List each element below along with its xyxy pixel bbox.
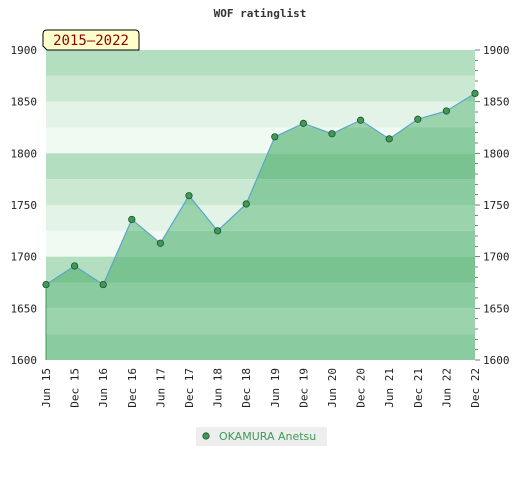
legend-label: OKAMURA Anetsu <box>219 430 316 443</box>
x-tick-label: Jun 22 <box>440 368 453 408</box>
y-tick-label-left: 1700 <box>11 251 38 264</box>
area-band <box>46 308 475 335</box>
data-point <box>299 119 307 127</box>
data-point <box>414 115 422 123</box>
y-tick-label-right: 1700 <box>483 251 510 264</box>
area-band <box>46 256 475 283</box>
x-axis: Jun 15 Dec 15 Jun 16 Dec 16 Jun 17 Dec 17 Jun … <box>40 368 482 408</box>
y-axis-left: 1600 1650 1700 1750 1800 1850 1900 <box>11 44 38 367</box>
data-point <box>385 135 393 143</box>
data-point <box>271 133 279 141</box>
badge-box <box>42 29 140 51</box>
y-tick-label-right: 1900 <box>483 44 510 57</box>
data-point <box>328 130 336 138</box>
data-point <box>156 239 164 247</box>
area-band <box>46 334 475 360</box>
y-tick-label-left: 1600 <box>11 354 38 367</box>
data-point <box>442 107 450 115</box>
y-tick-label-left: 1850 <box>11 96 38 109</box>
grid-band <box>46 50 475 76</box>
x-tick-label: Dec 17 <box>183 368 196 408</box>
x-tick-label: Jun 16 <box>97 368 110 408</box>
y-axis-right: 1600 1650 1700 1750 1800 1850 1900 <box>475 44 510 367</box>
y-tick-label-right: 1600 <box>483 354 510 367</box>
y-tick-label-right: 1750 <box>483 199 510 212</box>
data-point <box>128 215 136 224</box>
y-tick-label-right: 1850 <box>483 96 510 109</box>
series-line <box>45 92 476 286</box>
x-tick-label: Jun 15 <box>40 368 53 408</box>
x-tick-label: Jun 20 <box>326 368 339 408</box>
grid-band <box>46 75 475 102</box>
data-point <box>42 280 50 289</box>
x-tick-label: Dec 15 <box>69 368 82 408</box>
x-tick-label: Jun 17 <box>154 368 167 408</box>
x-tick-label: Dec 18 <box>240 368 253 408</box>
legend: OKAMURA Anetsu <box>196 427 327 446</box>
x-tick-label: Dec 20 <box>355 368 368 408</box>
badge-text: 2015–2022 <box>53 33 129 49</box>
legend-box <box>196 427 327 446</box>
y-tick-label-right: 1800 <box>483 147 510 160</box>
data-point <box>99 280 107 289</box>
x-tick-label: Jun 21 <box>383 368 396 408</box>
x-tick-label: Jun 18 <box>212 368 225 408</box>
x-tick-label: Dec 21 <box>412 368 425 408</box>
x-tick-label: Dec 19 <box>297 368 310 408</box>
data-point <box>214 227 222 235</box>
y-tick-label-left: 1750 <box>11 199 38 212</box>
x-tick-label: Dec 16 <box>126 368 139 408</box>
y-tick-label-right: 1650 <box>483 302 510 315</box>
y-tick-label-left: 1800 <box>11 147 38 160</box>
area-band <box>46 282 475 309</box>
x-tick-label: Dec 22 <box>469 368 482 408</box>
y-tick-label-left: 1650 <box>11 302 38 315</box>
data-point <box>356 116 365 124</box>
data-point <box>185 192 193 200</box>
series-markers <box>42 89 479 289</box>
data-point <box>242 200 250 208</box>
x-tick-label: Jun 19 <box>269 368 282 408</box>
legend-marker <box>202 432 210 440</box>
grid-band <box>46 101 475 128</box>
period-badge: 2015–2022 <box>42 29 140 51</box>
data-point <box>71 262 79 270</box>
data-point <box>471 89 479 98</box>
y-tick-label-left: 1900 <box>11 44 38 57</box>
chart-title: WOF ratinglist <box>214 7 307 20</box>
